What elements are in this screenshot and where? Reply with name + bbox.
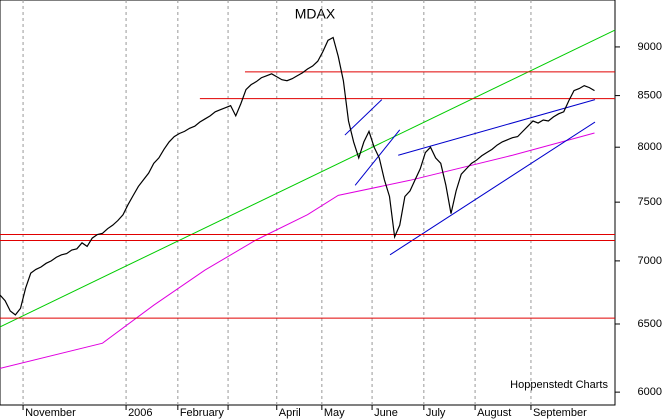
y-tick-label: 6500	[638, 318, 662, 330]
source-label: Hoppenstedt Charts	[510, 379, 608, 391]
x-tick-label: July	[426, 407, 446, 419]
x-tick-label: May	[324, 407, 345, 419]
y-tick-label: 8000	[638, 141, 662, 153]
x-tick-label: 2006	[128, 407, 152, 419]
overlay-line	[398, 99, 596, 156]
y-tick-label: 6000	[638, 386, 662, 398]
x-tick-label: June	[374, 407, 398, 419]
plot-frame	[0, 0, 616, 406]
x-tick-label: February	[180, 407, 225, 419]
x-tick-label: August	[477, 407, 511, 419]
x-tick-label: November	[25, 407, 76, 419]
price-line	[0, 36, 595, 316]
y-tick-label: 8500	[638, 89, 662, 101]
overlay-line	[0, 29, 616, 328]
chart-title: MDAX	[295, 6, 336, 22]
x-tick-label: September	[533, 407, 587, 419]
x-tick-label: April	[279, 407, 301, 419]
y-tick-label: 7000	[638, 255, 662, 267]
y-tick-label: 9000	[638, 41, 662, 53]
overlay-line	[354, 129, 401, 186]
y-tick-label: 7500	[638, 196, 662, 208]
overlay-line	[389, 121, 596, 256]
overlay-line	[0, 132, 595, 369]
